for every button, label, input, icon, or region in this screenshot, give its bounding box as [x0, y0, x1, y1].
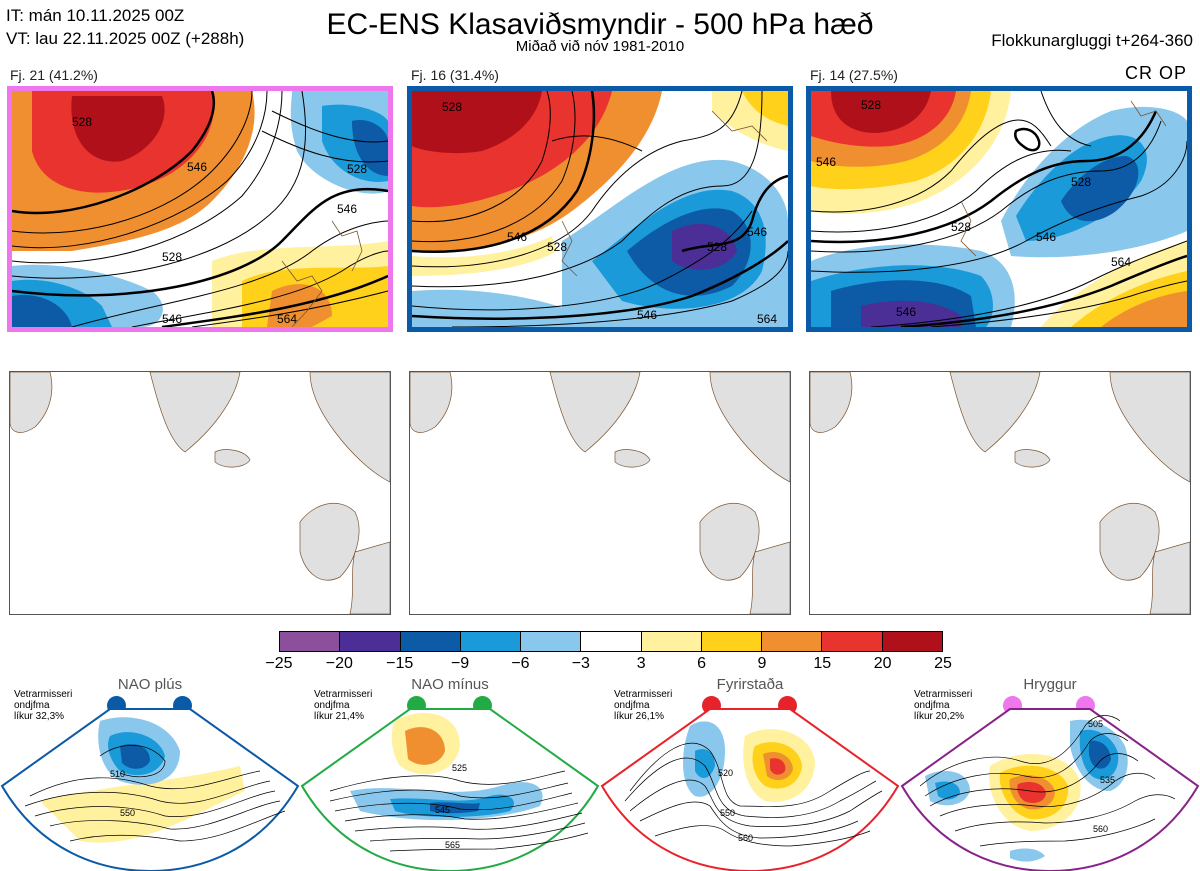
colorbar-tick-label: 15 [813, 655, 832, 672]
vt-line: VT: lau 22.11.2025 00Z (+288h) [6, 29, 245, 48]
regime-note: Vetrarmisseri ondjfma líkur 21,4% [314, 689, 373, 722]
cluster-3-label: Fj. 14 (27.5%) [810, 67, 898, 83]
regime-nao-minus: Vetrarmisseri ondjfma líkur 21,4% NAO mí… [300, 676, 600, 871]
land-outline [410, 372, 790, 614]
colorbar [279, 631, 943, 652]
cluster-2-anomaly-field: 528 546 528 546 528 546 564 [412, 91, 788, 327]
cluster-3-anomaly-field: 528 546 528 546 564 528 546 [811, 91, 1187, 327]
regime-name: NAO mínus [411, 676, 489, 693]
cluster-2-map: 528 546 528 546 528 546 564 [407, 86, 793, 332]
colorbar-swatch [882, 632, 942, 651]
page-subtitle: Miðað við nóv 1981-2010 [515, 38, 685, 55]
colorbar-swatch [340, 632, 401, 651]
colorbar-tick-label: 3 [636, 655, 646, 672]
colorbar-swatch [280, 632, 341, 651]
empty-map-2 [409, 371, 791, 615]
c3-contour-label: 564 [1111, 255, 1131, 269]
empty-map-3 [809, 371, 1191, 615]
regime-contour-label: 520 [718, 768, 733, 778]
c3-contour-label: 528 [951, 220, 971, 234]
c1-contour-label: 564 [277, 312, 297, 326]
regime-map: 525 545 565 [300, 708, 600, 871]
c1-contour-label: 546 [162, 312, 182, 326]
cluster-1-map: 528 546 528 546 528 546 564 [7, 86, 393, 332]
land-outline [10, 372, 390, 614]
colorbar-tick-label: −25 [265, 655, 293, 672]
c2-contour-label: 528 [547, 240, 567, 254]
regime-name: Fyrirstaða [716, 676, 784, 693]
colorbar-swatch [581, 632, 642, 651]
c2-contour-label: 546 [637, 308, 657, 322]
regime-map: 510 550 [0, 708, 300, 871]
colorbar-swatch [641, 632, 702, 651]
it-line: IT: mán 10.11.2025 00Z [6, 6, 185, 25]
c3-contour-label: 546 [896, 305, 916, 319]
page-title: EC-ENS Klasaviðsmyndir - 500 hPa hæð [326, 8, 874, 41]
empty-map-1 [9, 371, 391, 615]
cluster-3-tag: CR OP [1125, 63, 1188, 83]
c2-contour-label: 564 [757, 312, 777, 326]
colorbar-tick-label: −20 [325, 655, 353, 672]
colorbar-swatch [762, 632, 823, 651]
cluster-2-label: Fj. 16 (31.4%) [411, 67, 499, 83]
regime-note: Vetrarmisseri ondjfma líkur 32,3% [14, 689, 73, 722]
regime-nao-plus: Vetrarmisseri ondjfma líkur 32,3% NAO pl… [0, 676, 300, 871]
regime-contour-label: 560 [1093, 824, 1108, 834]
regime-contour-label: 510 [110, 769, 125, 779]
regime-contour-label: 565 [445, 840, 460, 850]
colorbar-tick-label: −15 [386, 655, 414, 672]
cluster-1-label: Fj. 21 (41.2%) [10, 67, 98, 83]
header-times: IT: mán 10.11.2025 00Z VT: lau 22.11.202… [6, 4, 244, 50]
regime-contour-label: 550 [120, 808, 135, 818]
regime-name: Hryggur [1023, 676, 1077, 693]
regime-contour-label: 505 [1088, 719, 1103, 729]
colorbar-swatch [701, 632, 763, 651]
cluster-3-map: 528 546 528 546 564 528 546 [806, 86, 1192, 332]
colorbar-tick-label: −9 [450, 655, 470, 672]
regime-contour-label: 535 [1100, 775, 1115, 785]
c1-contour-label: 528 [72, 115, 92, 129]
regime-ridge: Vetrarmisseri ondjfma líkur 20,2% Hryggu… [900, 676, 1200, 871]
colorbar-swatch [822, 632, 883, 651]
regime-map: 505 535 560 [900, 708, 1200, 871]
colorbar-tick-label: 9 [757, 655, 767, 672]
c1-contour-label: 546 [187, 160, 207, 174]
c2-contour-label: 546 [747, 225, 767, 239]
regime-contour-label: 545 [435, 805, 450, 815]
window-label: Flokkunargluggi t+264-360 [991, 31, 1193, 50]
regime-map: 520 550 560 [600, 708, 900, 871]
c3-contour-label: 528 [861, 98, 881, 112]
colorbar-swatch [460, 632, 522, 651]
colorbar-swatch [521, 632, 582, 651]
colorbar-tick-label: −3 [571, 655, 590, 672]
colorbar-tick-label: 25 [934, 655, 952, 672]
c2-contour-label: 546 [507, 230, 527, 244]
regime-blocking: Vetrarmisseri ondjfma líkur 26,1% Fyrirs… [600, 676, 900, 871]
regime-contour-label: 525 [452, 763, 467, 773]
c2-contour-label: 528 [707, 240, 727, 254]
colorbar-swatch [400, 632, 461, 651]
colorbar-tick-label: 6 [697, 655, 706, 672]
colorbar-tick-label: −6 [511, 655, 530, 672]
land-outline [810, 372, 1190, 614]
c3-contour-label: 546 [816, 155, 836, 169]
c1-contour-label: 528 [162, 250, 182, 264]
c3-contour-label: 546 [1036, 230, 1056, 244]
c1-contour-label: 546 [337, 202, 357, 216]
regime-note: Vetrarmisseri ondjfma líkur 20,2% [914, 689, 973, 722]
regime-note: Vetrarmisseri ondjfma líkur 26,1% [614, 689, 673, 722]
regime-contour-label: 550 [720, 808, 735, 818]
regime-name: NAO plús [117, 676, 183, 693]
c1-contour-label: 528 [347, 162, 367, 176]
colorbar-tick-label: 20 [873, 655, 892, 672]
c2-contour-label: 528 [442, 100, 462, 114]
cluster-1-anomaly-field: 528 546 528 546 528 546 564 [12, 91, 388, 327]
c3-contour-label: 528 [1071, 175, 1091, 189]
regime-contour-label: 560 [738, 833, 753, 843]
